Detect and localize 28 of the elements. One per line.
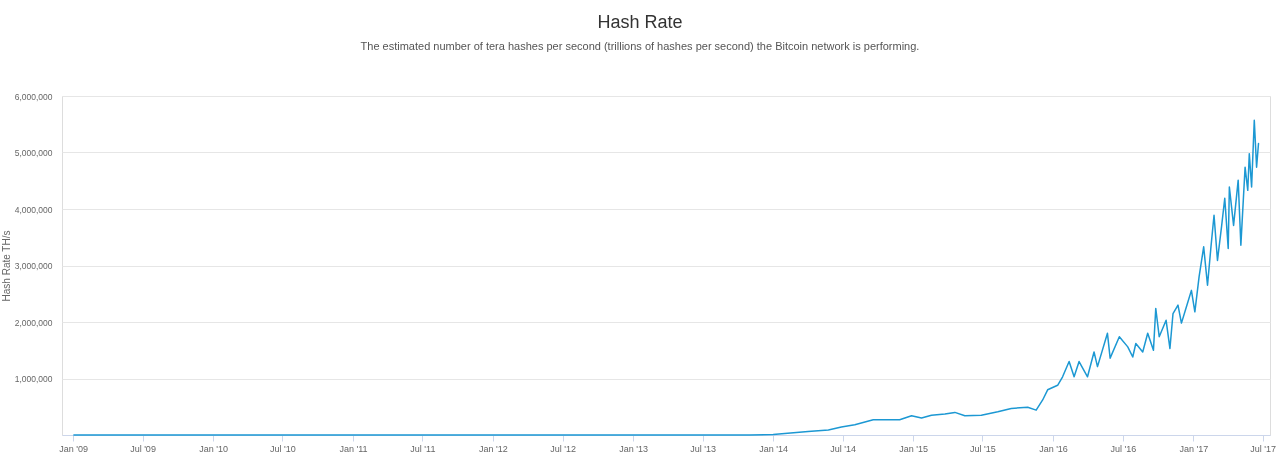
x-tick-label: Jul '17 — [1250, 443, 1277, 454]
x-tick-label: Jul '12 — [550, 443, 577, 454]
x-tick-label: Jan '09 — [59, 443, 88, 454]
y-tick-label: 2,000,000 — [14, 317, 53, 328]
x-tick-label: Jan '16 — [1039, 443, 1068, 454]
x-tick-label: Jul '16 — [1110, 443, 1137, 454]
x-tick-label: Jul '14 — [830, 443, 856, 454]
x-tick-label: Jul '10 — [270, 443, 296, 454]
x-tick-label: Jul '15 — [970, 443, 996, 454]
y-axis-title: Hash Rate TH/s — [0, 230, 12, 302]
chart-subtitle: The estimated number of tera hashes per second (trillions of hashes per second) the Bitcoin network is performing. — [360, 40, 920, 52]
x-tick-label: Jan '13 — [619, 443, 649, 454]
x-tick-label: Jan '10 — [199, 443, 228, 454]
x-tick-label: Jul '13 — [690, 443, 716, 454]
x-tick-label: Jul '11 — [410, 443, 436, 454]
y-tick-label: 3,000,000 — [14, 261, 53, 271]
x-tick-label: Jan '15 — [899, 443, 928, 454]
y-tick-label: 6,000,000 — [14, 91, 53, 102]
x-tick-label: Jan '11 — [339, 443, 368, 454]
x-tick-label: Jul '09 — [130, 443, 156, 454]
line-series — [73, 119, 1260, 436]
x-tick-label: Jan '12 — [479, 443, 508, 454]
chart-title: Hash Rate — [597, 12, 683, 32]
y-tick-label: 1,000,000 — [14, 374, 53, 384]
y-tick-label: 4,000,000 — [14, 204, 53, 215]
x-tick-label: Jan '14 — [759, 443, 789, 454]
x-tick-label: Jan '17 — [1179, 443, 1209, 454]
y-tick-label: 5,000,000 — [14, 148, 53, 158]
